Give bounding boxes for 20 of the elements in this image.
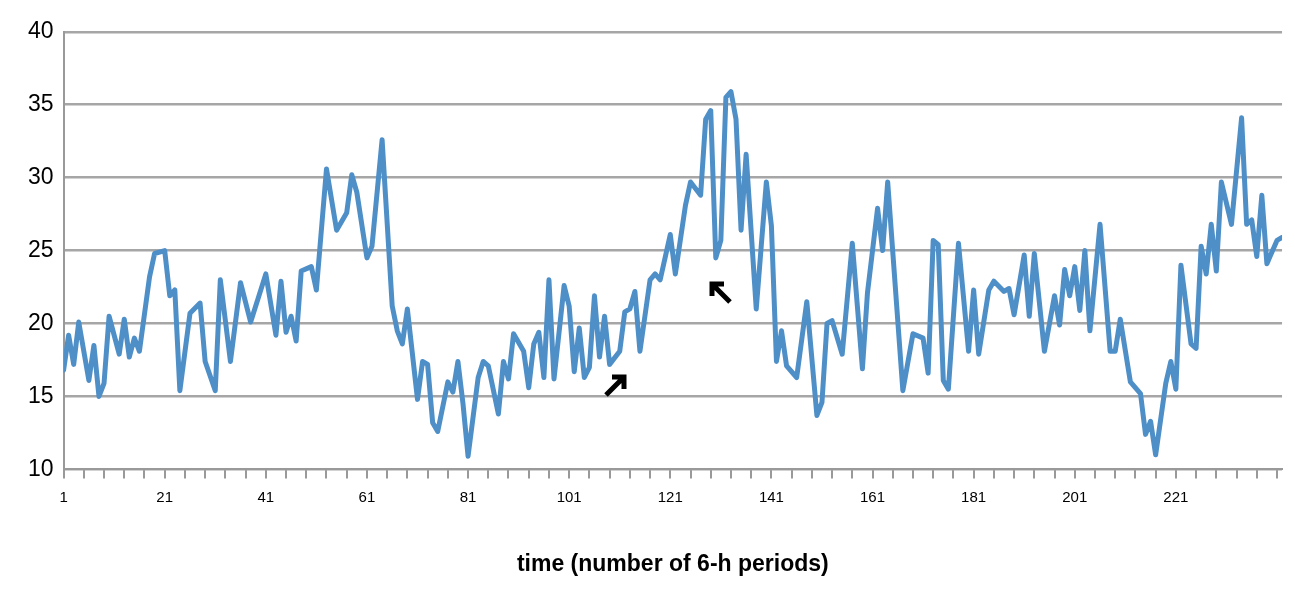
x-tick-label: 1 [59, 487, 68, 505]
x-tick-label: 181 [961, 487, 987, 505]
x-tick-label: 41 [257, 487, 275, 505]
y-tick-label: 25 [27, 235, 54, 262]
y-tick-label: 15 [27, 381, 54, 408]
y-tick-label: 20 [27, 308, 54, 335]
x-tick-label: 201 [1062, 487, 1088, 505]
x-tick-label: 221 [1163, 487, 1189, 505]
y-tick-label: 30 [27, 163, 54, 190]
x-tick-label: 161 [860, 487, 886, 505]
x-tick-label: 21 [156, 487, 174, 505]
x-tick-label: 101 [556, 487, 582, 505]
x-tick-label: 121 [657, 487, 683, 505]
y-tick-label: 10 [27, 454, 54, 481]
y-tick-label: 35 [27, 90, 54, 117]
x-tick-label: 141 [758, 487, 784, 505]
x-tick-label: 81 [459, 487, 477, 505]
x-tick-label: 61 [358, 487, 376, 505]
x-axis-title: time (number of 6-h periods) [516, 549, 829, 576]
y-tick-label: 40 [27, 17, 54, 44]
